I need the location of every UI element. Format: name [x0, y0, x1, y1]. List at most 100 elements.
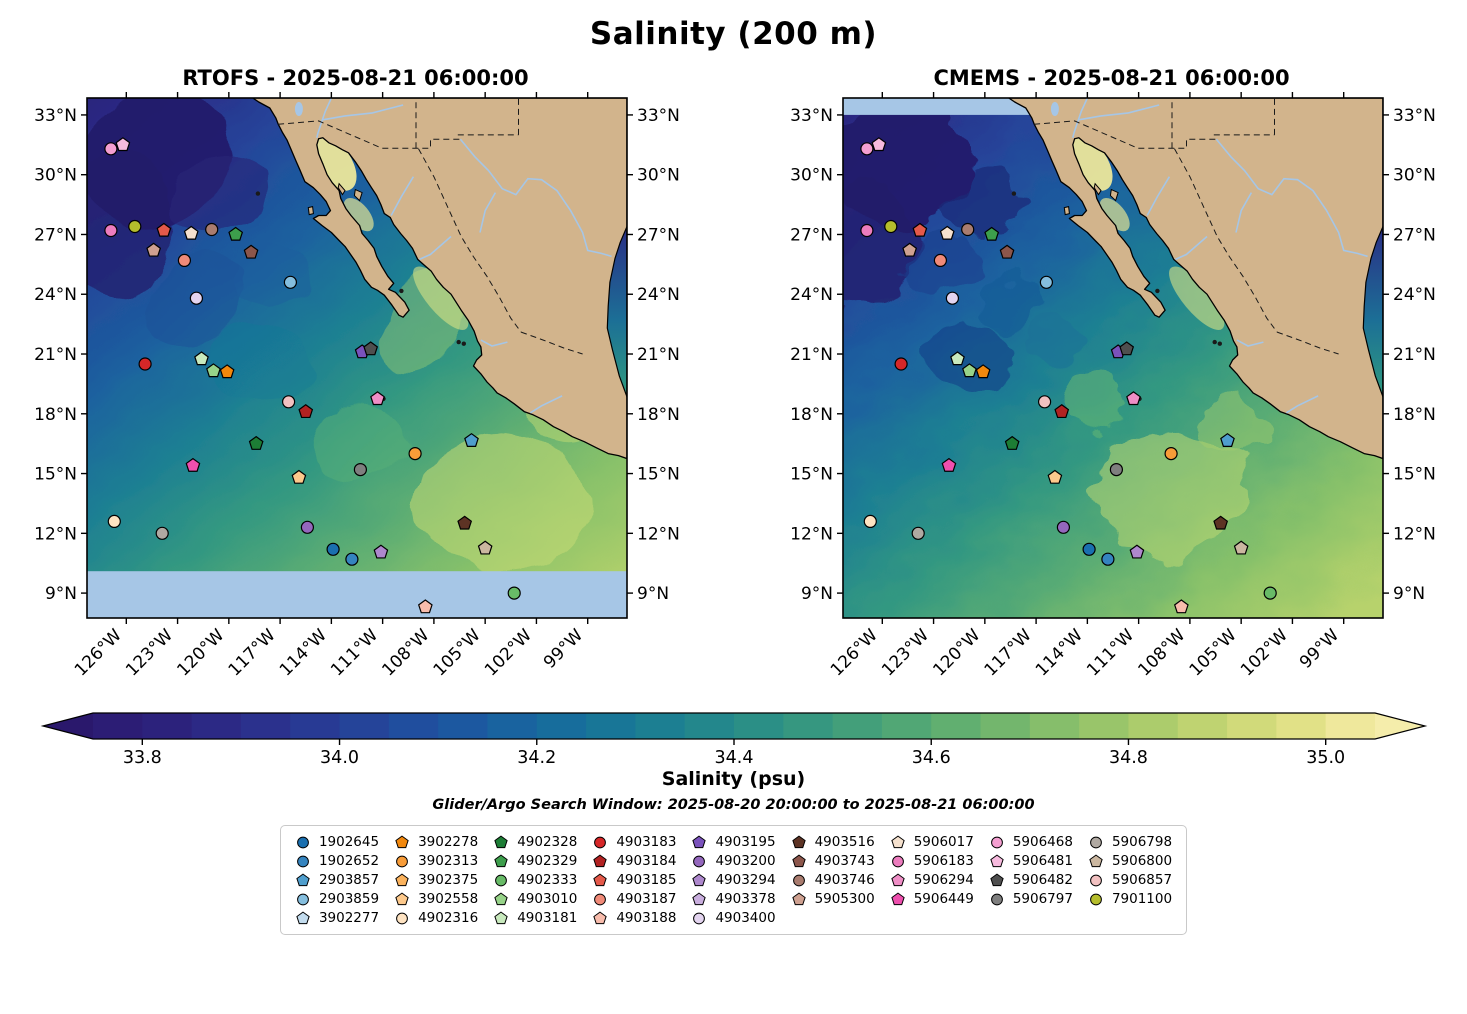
lat-tick-label-right: 15°N	[1393, 465, 1436, 485]
float-marker-1902652	[344, 552, 358, 566]
legend-label: 4902329	[517, 853, 578, 869]
river	[418, 235, 452, 261]
float-marker-4902328	[248, 435, 264, 450]
search-window-subtitle: Glider/Argo Search Window: 2025-08-20 20…	[432, 797, 1035, 813]
lon-tick-label: 126°W	[70, 625, 125, 680]
lon-tick-label: 120°W	[173, 625, 228, 680]
float-marker-3902558	[1047, 469, 1062, 484]
float-marker-2903857	[1219, 432, 1235, 447]
lat-tick-label-right: 9°N	[637, 584, 669, 604]
island-dot	[1217, 341, 1222, 346]
float-marker-5906017	[939, 225, 955, 240]
river	[1285, 395, 1318, 414]
lat-tick-label-left: 24°N	[790, 285, 833, 305]
legend-item-5906449: 5906449	[890, 891, 974, 907]
float-marker-4903294	[373, 544, 388, 559]
legend-item-4903400: 4903400	[691, 910, 776, 926]
colorbar: 33.8 34.0 34.2 34.4 34.6 34.8 35.0 Salinity (p…	[29, 710, 1439, 813]
float-marker-4903188	[1173, 599, 1189, 614]
legend-item-3902278: 3902278	[394, 834, 478, 850]
float-marker-7901100	[127, 219, 141, 234]
border-dashed	[1173, 148, 1278, 333]
legend-item-4903378: 4903378	[691, 891, 776, 907]
circle-marker-icon	[297, 893, 309, 906]
gulf-of-mexico	[1362, 226, 1383, 398]
float-marker-4903200	[1056, 520, 1070, 534]
panel-title-cmems: CMEMS - 2025-08-21 06:00:00	[933, 66, 1290, 90]
legend-item-5906481: 5906481	[989, 853, 1073, 869]
circle-marker-icon	[990, 893, 1003, 906]
circle-marker-icon	[297, 855, 309, 868]
legend-label: 5906482	[1012, 872, 1073, 888]
float-marker-4903185	[912, 222, 927, 237]
legend-column: 4903195 4903200 4903294 4903378 4903400	[691, 834, 776, 926]
float-marker-4903185	[156, 222, 171, 237]
float-marker-4903400	[945, 291, 959, 305]
island	[1093, 182, 1102, 196]
lat-tick-label-left: 9°N	[44, 584, 76, 604]
float-marker-5906857	[281, 395, 295, 409]
border-dashed	[1033, 120, 1215, 149]
legend-label: 4903188	[616, 910, 677, 926]
legend-item-4903516: 4903516	[791, 834, 875, 850]
float-marker-4903187	[177, 253, 191, 267]
lat-tick-label-left: 30°N	[790, 166, 833, 186]
float-marker-1902645	[326, 542, 340, 556]
legend-item-4903010: 4903010	[493, 891, 577, 907]
lat-tick-label-left: 9°N	[800, 584, 832, 604]
pentagon-marker-icon	[891, 873, 905, 887]
float-marker-4903200	[300, 520, 314, 534]
pentagon-marker-icon	[296, 911, 310, 925]
legend-label: 4903516	[814, 834, 875, 850]
float-marker-1902645	[1082, 542, 1096, 556]
float-marker-5906183	[859, 223, 874, 238]
legend-item-5906797: 5906797	[989, 891, 1073, 907]
legend-item-4903195: 4903195	[691, 834, 776, 850]
island-dot	[1212, 339, 1217, 345]
legend-label: 4903294	[715, 872, 776, 888]
pentagon-marker-icon	[494, 835, 508, 849]
float-marker-5906797	[353, 463, 367, 477]
lat-tick-label-left: 27°N	[34, 225, 77, 245]
legend-label: 4902316	[418, 910, 479, 926]
lat-tick-label-right: 27°N	[637, 225, 680, 245]
legend-label: 5906798	[1111, 834, 1173, 850]
map-frame	[85, 97, 628, 619]
float-markers	[859, 137, 1277, 614]
float-marker-4902316	[863, 514, 877, 528]
legend-item-1902652: 1902652	[295, 853, 379, 869]
river	[1071, 98, 1088, 138]
lon-tick-label: 123°W	[878, 625, 933, 680]
pentagon-marker-icon	[791, 892, 806, 906]
float-marker-4903743	[999, 244, 1014, 259]
colorbar-tick-label: 35.0	[1306, 748, 1345, 768]
out-of-domain-strip	[86, 571, 627, 618]
float-marker-5905300	[145, 242, 161, 257]
float-marker-5906800	[477, 540, 493, 555]
legend-label: 3902375	[418, 872, 479, 888]
lon-tick-label: 111°W	[1083, 625, 1138, 680]
float-marker-5906798	[155, 526, 169, 540]
lat-tick-label-right: 33°N	[637, 106, 680, 126]
lat-tick-label-right: 21°N	[637, 345, 680, 365]
legend-item-4902333: 4902333	[493, 872, 577, 888]
float-marker-4902329	[983, 226, 999, 241]
lon-tick-label: 102°W	[1236, 625, 1291, 680]
lat-tick-label-left: 33°N	[790, 106, 833, 126]
legend-label: 1902652	[318, 853, 380, 869]
float-marker-5906482	[1118, 341, 1134, 356]
float-marker-3902278	[975, 364, 990, 379]
colorbar-svg: 33.8 34.0 34.2 34.4 34.6 34.8 35.0	[40, 712, 1427, 768]
figure-title: Salinity (200 m)	[589, 16, 878, 52]
circle-marker-icon	[990, 836, 1003, 849]
legend-item-3902277: 3902277	[295, 910, 379, 926]
lon-tick-label: 117°W	[224, 625, 279, 680]
circle-marker-icon	[693, 855, 706, 868]
pentagon-marker-icon	[593, 854, 607, 868]
float-marker-4903188	[417, 599, 433, 614]
float-marker-4903743	[243, 244, 258, 259]
legend-label: 5906800	[1111, 853, 1173, 869]
legend-label: 3902313	[418, 853, 479, 869]
legend-item-5905300: 5905300	[791, 891, 875, 907]
float-marker-5906183	[103, 223, 118, 238]
